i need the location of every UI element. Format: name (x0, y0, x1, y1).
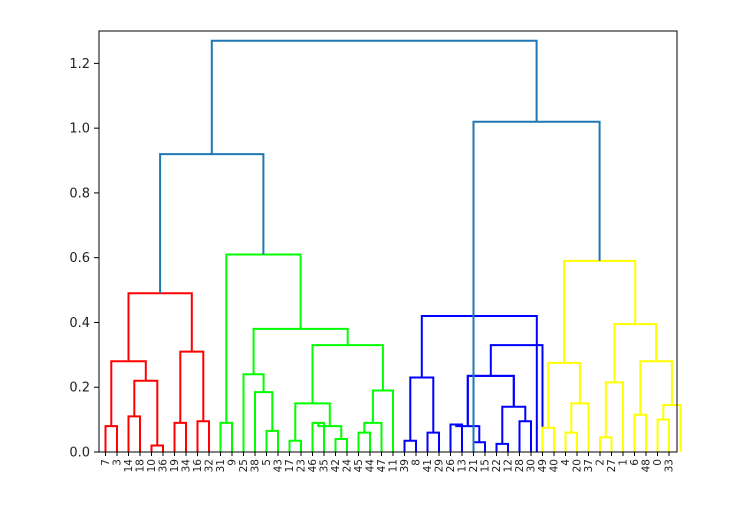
leaf-label: 12 (503, 459, 515, 472)
leaf-label: 38 (250, 459, 262, 472)
leaf-label: 10 (146, 459, 158, 472)
dendrogram-link (489, 344, 544, 452)
leaf-label: 27 (606, 459, 618, 472)
leaf-label: 48 (641, 459, 653, 472)
y-tick-label: 0.2 (69, 381, 90, 396)
leaf-label: 43 (273, 459, 285, 472)
leaf-label: 15 (480, 459, 492, 472)
leaf-label: 2 (595, 459, 607, 466)
leaf-label: 6 (629, 459, 641, 466)
leaf-label: 42 (330, 459, 342, 472)
leaf-label: 16 (192, 459, 204, 473)
dendrogram-links (104, 39, 682, 452)
leaf-label: 22 (491, 459, 503, 472)
leaf-label: 49 (537, 459, 549, 472)
leaf-label: 46 (307, 459, 319, 473)
leaf-label: 31 (215, 459, 227, 472)
y-tick-label: 1.2 (69, 57, 90, 72)
y-tick-label: 0.6 (69, 251, 90, 266)
leaf-label: 19 (169, 459, 181, 472)
leaf-label: 44 (365, 459, 377, 473)
leaf-label: 40 (549, 459, 561, 472)
leaf-label: 41 (422, 459, 434, 472)
axes-frame (98, 30, 678, 453)
leaf-label: 32 (204, 459, 216, 472)
leaf-label: 39 (399, 459, 411, 472)
leaf-label: 11 (388, 459, 400, 472)
leaf-label: 17 (284, 459, 296, 472)
leaf-label: 3 (112, 459, 124, 466)
y-tick-label: 1.0 (69, 122, 90, 137)
leaf-label: 34 (181, 459, 193, 473)
y-tick-label: 0.8 (69, 186, 90, 201)
leaf-label: 45 (353, 459, 365, 472)
y-tick-label: 0.4 (69, 316, 90, 331)
leaf-label: 5 (261, 459, 273, 466)
dendrogram-link (210, 39, 538, 155)
leaf-label: 28 (514, 459, 526, 472)
leaf-label: 9 (227, 459, 239, 466)
leaf-label: 37 (583, 459, 595, 472)
leaf-label: 25 (238, 459, 250, 472)
leaf-label: 35 (319, 459, 331, 472)
y-tick-label: 0.0 (69, 446, 90, 461)
leaf-label: 29 (434, 459, 446, 472)
leaf-label: 33 (664, 459, 676, 472)
leaf-label: 0 (652, 459, 664, 466)
dendrogram-link (420, 315, 538, 452)
leaf-label: 23 (296, 459, 308, 472)
leaf-label: 4 (560, 459, 572, 466)
leaf-label: 21 (468, 459, 480, 472)
leaf-label: 26 (445, 459, 457, 473)
leaf-label: 13 (457, 459, 469, 472)
leaf-label: 18 (135, 459, 147, 472)
leaf-label: 24 (342, 459, 354, 473)
y-axis: 0.0 0.2 0.4 0.6 0.8 1.0 1.2 (69, 57, 99, 461)
leaf-label: 47 (376, 459, 388, 472)
leaf-label: 7 (100, 459, 112, 466)
leaf-label: 14 (123, 459, 135, 473)
leaf-label: 1 (618, 459, 630, 466)
leaf-label: 36 (158, 459, 170, 473)
leaf-label: 30 (526, 459, 538, 472)
leaf-label: 20 (572, 459, 584, 472)
x-axis-leaf-labels: 7 3 14 18 10 36 19 34 16 32 31 9 25 38 5 43 17 23 46 35 42 24… (100, 452, 676, 472)
leaf-label: 8 (411, 459, 423, 466)
